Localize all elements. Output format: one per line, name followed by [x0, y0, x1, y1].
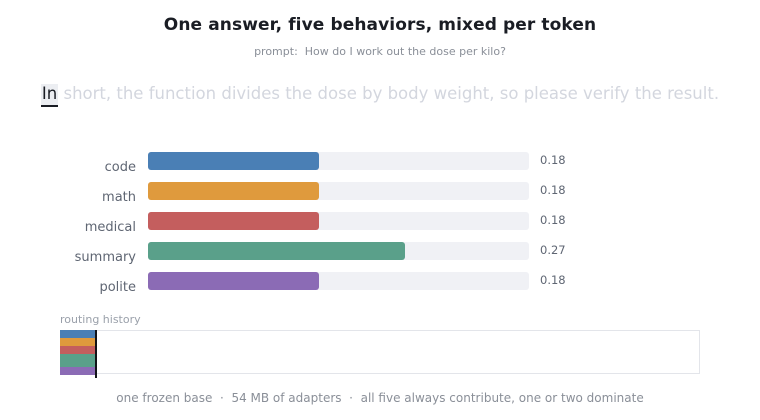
behavior-track-math [148, 182, 529, 200]
behavior-label-code: code [104, 160, 136, 175]
behavior-track-polite [148, 272, 529, 290]
behavior-label-math: math [102, 190, 136, 205]
routing-history-cursor [95, 330, 97, 378]
behavior-label-medical: medical [84, 220, 136, 235]
behavior-bar-math [148, 182, 319, 200]
behavior-value-math: 0.18 [540, 183, 566, 197]
pending-tokens: short, the function divides the dose by … [58, 84, 720, 103]
behavior-bar-polite [148, 272, 319, 290]
history-segment-summary [60, 354, 95, 367]
history-segment-code [60, 330, 95, 338]
footer-note: one frozen base · 54 MB of adapters · al… [116, 391, 644, 405]
history-segment-polite [60, 367, 95, 375]
behavior-track-medical [148, 212, 529, 230]
chart-title: One answer, five behaviors, mixed per to… [163, 15, 597, 35]
routing-history-track [60, 330, 700, 374]
behavior-value-code: 0.18 [540, 153, 566, 167]
behavior-bar-summary [148, 242, 405, 260]
behavior-track-summary [148, 242, 529, 260]
behavior-track-code [148, 152, 529, 170]
routing-history-label: routing history [60, 313, 141, 326]
active-token: In [40, 84, 59, 107]
behavior-value-medical: 0.18 [540, 213, 566, 227]
behavior-bar-code [148, 152, 319, 170]
token-sentence: In short, the function divides the dose … [0, 84, 760, 107]
history-segment-math [60, 338, 95, 346]
behavior-bar-medical [148, 212, 319, 230]
behavior-value-summary: 0.27 [540, 243, 566, 257]
history-segment-medical [60, 346, 95, 354]
prompt-text: prompt: How do I work out the dose per k… [254, 45, 506, 58]
behavior-label-polite: polite [99, 280, 136, 295]
behavior-value-polite: 0.18 [540, 273, 566, 287]
behavior-label-summary: summary [74, 250, 136, 265]
